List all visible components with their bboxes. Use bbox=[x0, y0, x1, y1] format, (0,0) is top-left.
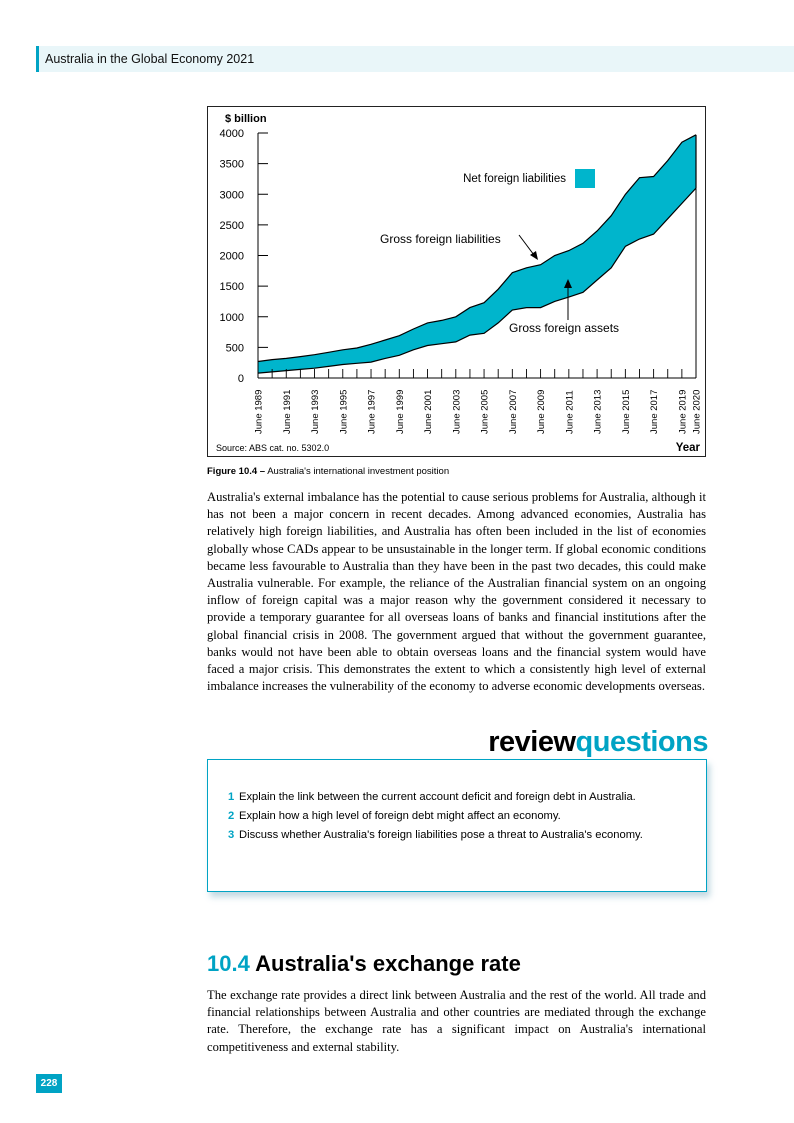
x-tick-label: June 1999 bbox=[395, 390, 406, 434]
source-note: Source: ABS cat. no. 5302.0 bbox=[216, 443, 329, 453]
x-tick-label: June 2005 bbox=[480, 390, 491, 434]
page-number: 228 bbox=[36, 1074, 62, 1093]
section-title: Australia's exchange rate bbox=[255, 951, 521, 976]
y-tick-label: 1000 bbox=[220, 312, 244, 324]
gross-liabilities-line bbox=[257, 134, 697, 363]
figure-caption: Figure 10.4 – Australia's international … bbox=[207, 466, 449, 477]
x-tick-label: June 1995 bbox=[338, 390, 349, 434]
x-axis-label: Year bbox=[676, 442, 701, 454]
annotation-arrowhead-liabilities bbox=[530, 251, 538, 260]
y-tick-label: 3000 bbox=[220, 189, 244, 201]
y-tick-label: 500 bbox=[226, 342, 244, 354]
question-text: Discuss whether Australia's foreign liab… bbox=[239, 829, 643, 841]
x-tick-label: June 2011 bbox=[564, 390, 575, 434]
question-number: 2 bbox=[228, 810, 235, 822]
caption-text: Australia's international investment pos… bbox=[267, 466, 450, 477]
x-tick-label: June 1993 bbox=[310, 390, 321, 434]
caption-label: Figure 10.4 – bbox=[207, 466, 266, 477]
question-number: 1 bbox=[228, 791, 235, 803]
annotation-gross-liabilities: Gross foreign liabilities bbox=[380, 232, 501, 246]
review-questions-title: reviewquestions bbox=[380, 726, 708, 759]
running-header: Australia in the Global Economy 2021 bbox=[36, 46, 794, 72]
x-tick-label: June 2007 bbox=[508, 390, 519, 434]
review-title-part1: review bbox=[488, 726, 576, 758]
x-tick-label: June 1991 bbox=[282, 390, 293, 434]
gross-assets-line bbox=[257, 187, 697, 374]
annotation-pointer-liabilities bbox=[518, 234, 535, 256]
y-tick-label: 0 bbox=[238, 373, 244, 385]
figure-box: $ billion 0 500 1000 1500 2000 2500 3000 3500 400… bbox=[207, 106, 706, 457]
section-heading: 10.4 Australia's exchange rate bbox=[207, 951, 521, 977]
review-title-part2: questions bbox=[575, 726, 709, 758]
y-tick-label: 1500 bbox=[220, 281, 244, 293]
x-tick-label: June 2019 bbox=[677, 390, 688, 434]
review-questions-list: 1 Explain the link between the current ac… bbox=[228, 790, 688, 847]
running-title: Australia in the Global Economy 2021 bbox=[45, 52, 255, 66]
x-tick-label: June 2020 bbox=[692, 390, 703, 434]
legend-label: Net foreign liabilities bbox=[463, 173, 566, 185]
x-tick-label: June 1989 bbox=[254, 390, 265, 434]
section-number: 10.4 bbox=[207, 951, 250, 976]
review-question-3: 3 Discuss whether Australia's foreign lia… bbox=[228, 828, 688, 842]
header-accent-bar bbox=[36, 46, 39, 72]
review-question-2: 2 Explain how a high level of foreign deb… bbox=[228, 809, 688, 823]
y-tick-label: 2000 bbox=[220, 251, 244, 263]
y-tick-label: 2500 bbox=[220, 220, 244, 232]
x-tick-label: June 2015 bbox=[621, 390, 632, 434]
net-liabilities-area bbox=[258, 134, 696, 374]
y-tick-label: 4000 bbox=[220, 128, 244, 140]
review-questions-box: 1 Explain the link between the current ac… bbox=[207, 759, 707, 892]
question-number: 3 bbox=[228, 829, 235, 841]
question-text: Explain how a high level of foreign debt… bbox=[239, 810, 561, 822]
y-tick-label: 3500 bbox=[220, 159, 244, 171]
question-text: Explain the link between the current acc… bbox=[239, 791, 636, 803]
x-tick-label: June 2001 bbox=[423, 390, 434, 434]
body-paragraph-1: Australia's external imbalance has the p… bbox=[207, 490, 706, 694]
x-tick-label: June 1997 bbox=[367, 390, 378, 434]
review-question-1: 1 Explain the link between the current ac… bbox=[228, 790, 688, 804]
y-axis-label: $ billion bbox=[225, 113, 267, 125]
x-tick-label: June 2009 bbox=[536, 390, 547, 434]
x-tick-label: June 2003 bbox=[451, 390, 462, 434]
investment-position-chart: $ billion 0 500 1000 1500 2000 2500 3000 3500 400… bbox=[216, 113, 703, 454]
body-paragraph-2: The exchange rate provides a direct link… bbox=[207, 988, 706, 1054]
annotation-gross-assets: Gross foreign assets bbox=[509, 321, 619, 335]
x-tick-label: June 2017 bbox=[649, 390, 660, 434]
x-tick-label: June 2013 bbox=[593, 390, 604, 434]
annotation-arrowhead-assets bbox=[564, 279, 572, 288]
legend-swatch bbox=[575, 169, 595, 188]
